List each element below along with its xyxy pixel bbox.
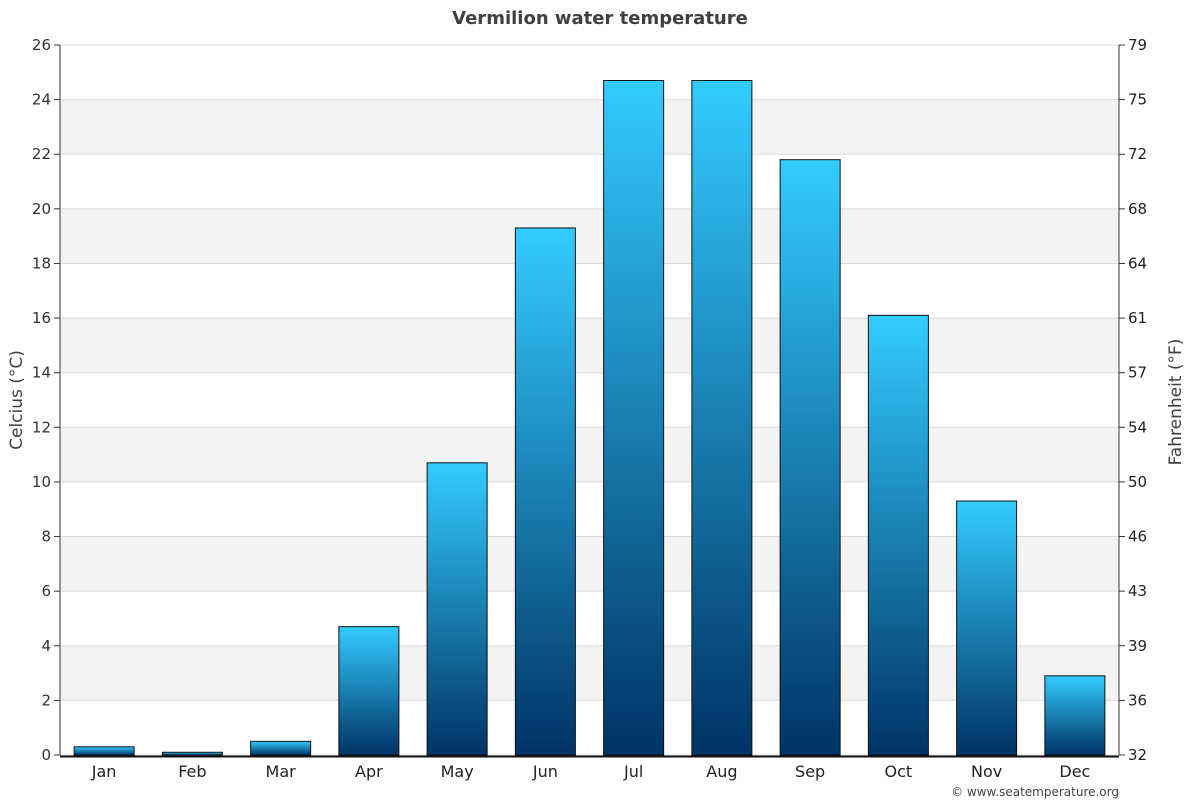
category-label: Nov	[971, 762, 1002, 781]
bar-oct	[867, 314, 929, 756]
grid-band	[60, 99, 1119, 155]
category-label: Dec	[1059, 762, 1090, 781]
left-tick-label: 2	[41, 691, 51, 709]
category-label: Aug	[706, 762, 737, 781]
grid-band	[60, 536, 1119, 592]
bar-feb	[161, 751, 223, 756]
right-tick-label: 61	[1128, 309, 1147, 327]
category-label: Mar	[266, 762, 297, 781]
bar-jan	[73, 746, 135, 756]
left-tick-label: 16	[32, 309, 51, 327]
y2-axis-title: Fahrenheit (°F)	[1166, 339, 1186, 466]
left-tick-label: 22	[32, 145, 51, 163]
left-tick-label: 4	[41, 637, 51, 655]
left-tick-label: 6	[41, 582, 51, 600]
right-tick-label: 68	[1128, 200, 1147, 218]
bars	[73, 80, 1106, 756]
category-label: Jul	[623, 762, 643, 781]
category-labels: Jan Feb Mar Apr May Jun Jul Aug Sep Oct Nov Dec	[91, 762, 1091, 781]
category-label: Sep	[795, 762, 825, 781]
left-tick-label: 26	[32, 36, 51, 54]
right-tick-label: 46	[1128, 528, 1147, 546]
bar-apr	[338, 626, 400, 756]
bar-may	[426, 462, 488, 756]
right-tick-label: 36	[1128, 691, 1147, 709]
bar-mar	[250, 740, 312, 756]
left-tick-label: 10	[32, 473, 51, 491]
category-label: Jun	[532, 762, 558, 781]
category-label: Oct	[885, 762, 913, 781]
right-tick-label: 64	[1128, 254, 1147, 272]
grid-band	[60, 208, 1119, 264]
category-label: Jan	[91, 762, 117, 781]
left-tick-label: 12	[32, 418, 51, 436]
right-tick-label: 75	[1128, 91, 1147, 109]
left-tick-label: 0	[41, 746, 51, 764]
grid-lines	[54, 44, 1125, 756]
right-tick-label: 57	[1128, 364, 1147, 382]
y-axis-title: Celcius (°C)	[7, 350, 27, 450]
grid-band	[60, 427, 1119, 482]
left-tick-label: 18	[32, 254, 51, 272]
left-tick-label: 8	[41, 528, 51, 546]
right-tick-labels: 32 36 39 43 46 50 54 57 61 64 68 72 75 79	[1128, 36, 1147, 764]
right-tick-label: 43	[1128, 582, 1147, 600]
credit: © www.seatemperature.org	[951, 785, 1119, 799]
right-tick-label: 32	[1128, 746, 1147, 764]
bar-dec	[1044, 675, 1106, 756]
bar-sep	[779, 159, 841, 756]
right-tick-label: 50	[1128, 473, 1147, 491]
chart-title: Vermilion water temperature	[452, 8, 748, 29]
category-label: Apr	[355, 762, 383, 781]
category-label: Feb	[178, 762, 206, 781]
right-tick-label: 79	[1128, 36, 1147, 54]
left-tick-label: 20	[32, 200, 51, 218]
bar-aug	[691, 80, 753, 756]
bar-nov	[956, 500, 1018, 756]
left-tick-label: 14	[32, 364, 51, 382]
right-tick-label: 72	[1128, 145, 1147, 163]
right-tick-label: 54	[1128, 418, 1147, 436]
left-tick-label: 24	[32, 91, 51, 109]
right-tick-label: 39	[1128, 637, 1147, 655]
category-label: May	[441, 762, 474, 781]
grid-band	[60, 645, 1119, 701]
grid-band	[60, 318, 1119, 373]
bar-jun	[514, 227, 576, 756]
grid-bands	[60, 99, 1119, 701]
bar-jul	[603, 80, 665, 756]
